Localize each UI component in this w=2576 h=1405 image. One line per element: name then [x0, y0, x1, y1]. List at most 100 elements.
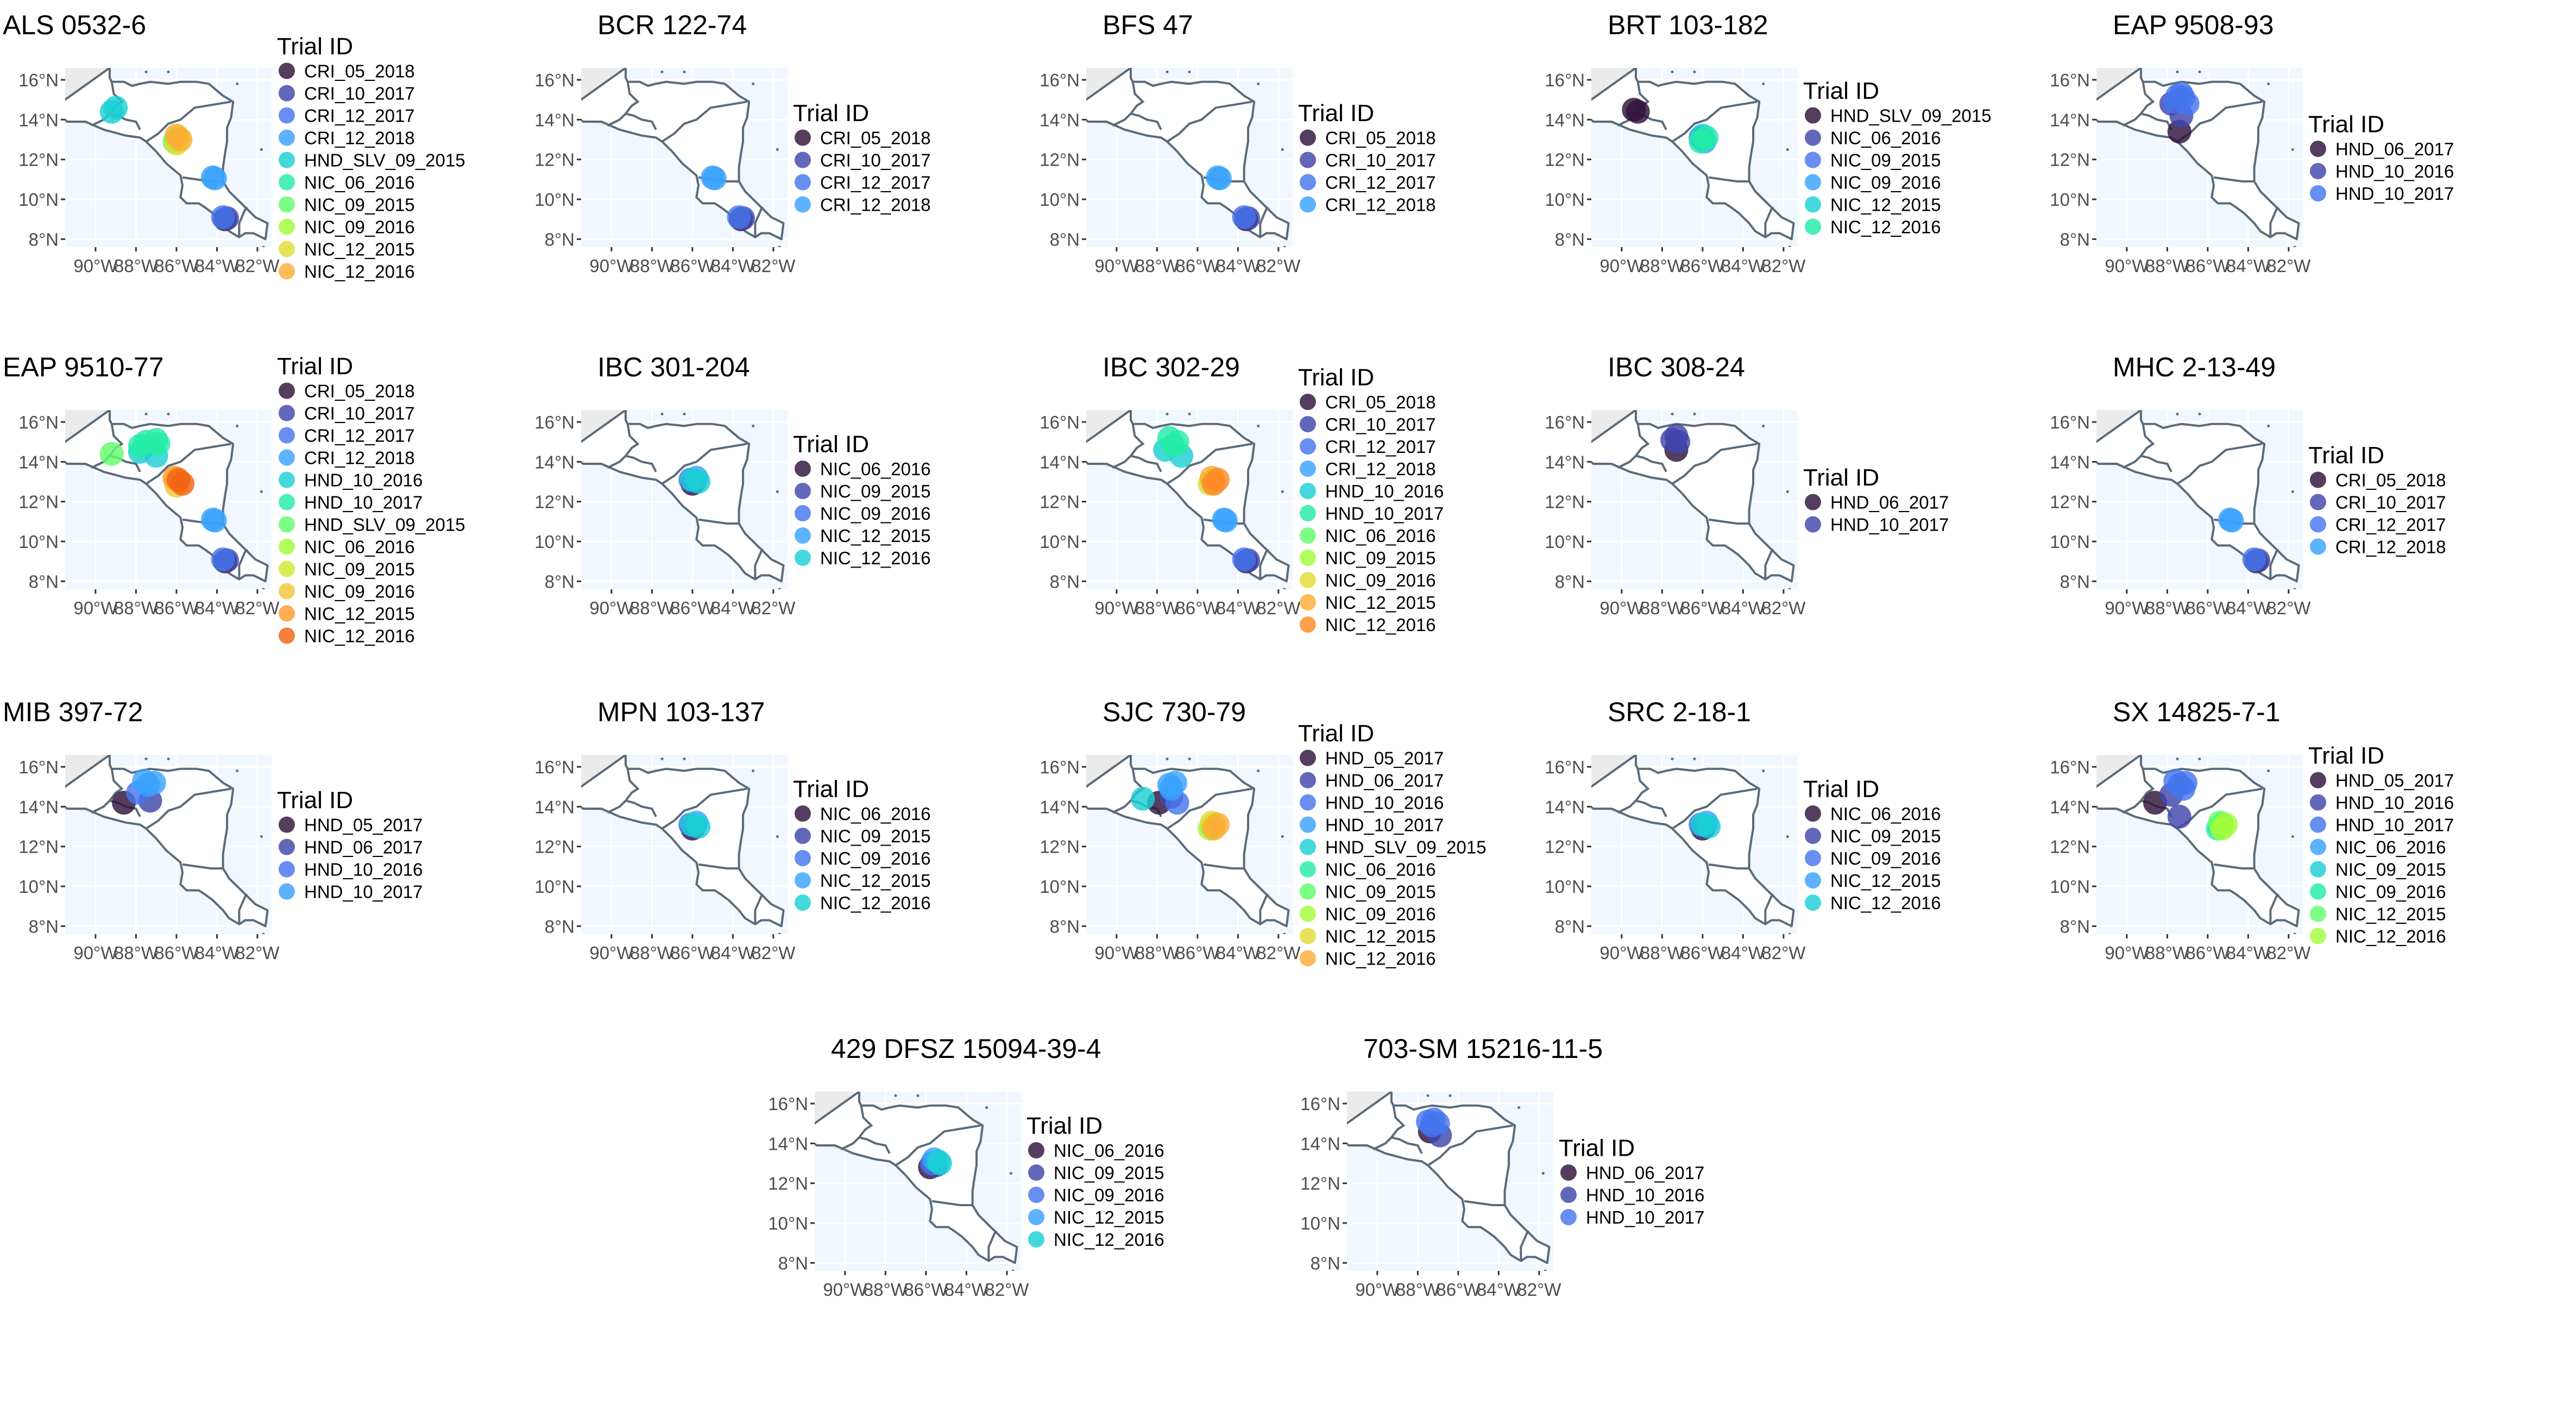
- legend-title: Trial ID: [1298, 720, 1374, 747]
- legend-key: [279, 405, 295, 421]
- land-outline: [1591, 755, 1795, 928]
- country-border: [661, 443, 747, 485]
- legend-title: Trial ID: [1298, 364, 1374, 391]
- legend-label: NIC_06_2016: [820, 459, 931, 479]
- x-tick-label: 82°W: [2266, 943, 2311, 963]
- island: [144, 70, 148, 73]
- x-tick-label: 90°W: [2105, 256, 2149, 276]
- x-tick-label: 86°W: [1175, 256, 1220, 276]
- legend-key: [795, 894, 811, 911]
- x-tick-label: 84°W: [711, 943, 755, 963]
- country-border: [625, 81, 640, 115]
- land-outline: [2096, 410, 2300, 583]
- legend-key: [2310, 538, 2326, 555]
- y-tick-label: 16°N: [534, 70, 575, 90]
- data-point: [1206, 812, 1230, 837]
- y-tick-label: 16°N: [2050, 70, 2090, 90]
- data-point: [1159, 777, 1183, 801]
- country-border: [2269, 206, 2279, 237]
- legend-title: Trial ID: [793, 431, 869, 458]
- x-tick-label: 90°W: [73, 943, 118, 963]
- data-point: [1131, 786, 1155, 811]
- legend-title: Trial ID: [2308, 111, 2384, 138]
- legend-key: [1028, 1209, 1044, 1225]
- legend-label: NIC_12_2016: [1054, 1230, 1164, 1250]
- legend-key: [795, 828, 811, 844]
- x-tick-label: 84°W: [1721, 598, 1766, 618]
- map-panel: IBC 308-24 16°N 14°N 12°N 10°N 8°N 90°W88°W86°…: [1545, 352, 1949, 618]
- island: [2293, 245, 2296, 247]
- legend-key: [1300, 196, 1316, 213]
- island: [167, 412, 170, 415]
- legend-key: [279, 427, 295, 444]
- x-tick-label: 84°W: [711, 256, 755, 276]
- data-point: [686, 470, 711, 494]
- legend-label: NIC_12_2016: [1830, 217, 1941, 237]
- y-tick-label: 16°N: [1545, 70, 1585, 90]
- land-outline: [581, 755, 785, 928]
- x-tick-label: 88°W: [630, 943, 675, 963]
- legend-title: Trial ID: [1298, 100, 1374, 127]
- legend-label: NIC_06_2016: [1830, 128, 1941, 148]
- legend-label: NIC_12_2015: [820, 526, 931, 546]
- island: [1188, 412, 1191, 415]
- island: [1281, 835, 1284, 838]
- y-tick-label: 16°N: [2050, 757, 2090, 777]
- legend-key: [1805, 872, 1821, 889]
- island: [1762, 82, 1765, 85]
- legend-label: NIC_06_2016: [304, 537, 415, 557]
- legend-label: HND_06_2017: [1325, 771, 1444, 791]
- y-tick-label: 12°N: [1040, 150, 1080, 170]
- legend-label: NIC_09_2015: [1830, 826, 1941, 846]
- legend-key: [279, 538, 295, 555]
- legend-label: HND_10_2016: [2335, 161, 2454, 181]
- legend-key: [1300, 594, 1316, 610]
- legend-label: NIC_12_2016: [304, 626, 415, 646]
- legend-label: NIC_12_2015: [1830, 195, 1941, 215]
- data-point: [1232, 547, 1256, 571]
- x-tick-label: 84°W: [2226, 943, 2271, 963]
- data-point: [203, 166, 227, 191]
- country-border: [1635, 768, 1650, 802]
- legend-title: Trial ID: [2308, 742, 2384, 769]
- island: [1788, 588, 1791, 589]
- x-tick-label: 90°W: [1599, 598, 1644, 618]
- island: [776, 490, 779, 493]
- country-border: [1166, 100, 1252, 143]
- country-border: [840, 1136, 891, 1154]
- legend-key: [279, 107, 295, 124]
- x-tick-label: 84°W: [1216, 943, 1261, 963]
- y-tick-label: 12°N: [1545, 150, 1585, 170]
- island: [1166, 757, 1169, 760]
- island: [262, 933, 265, 934]
- y-tick-label: 10°N: [1545, 532, 1585, 552]
- y-tick-label: 8°N: [545, 916, 575, 936]
- x-tick-label: 86°W: [904, 1280, 948, 1300]
- island: [1671, 757, 1674, 760]
- legend-key: [1300, 572, 1316, 588]
- island: [1283, 588, 1286, 589]
- island: [683, 757, 686, 760]
- island: [144, 412, 148, 415]
- y-tick-label: 8°N: [1050, 229, 1080, 249]
- panel-title: MIB 397-72: [3, 697, 143, 727]
- country-border: [625, 424, 640, 457]
- legend-label: HND_SLV_09_2015: [304, 150, 465, 171]
- panel-title: 703-SM 15216-11-5: [1363, 1034, 1603, 1064]
- country-border: [238, 206, 248, 237]
- island: [778, 245, 781, 247]
- x-tick-label: 90°W: [589, 943, 634, 963]
- legend-label: NIC_12_2015: [1830, 871, 1941, 891]
- legend-label: NIC_09_2015: [1054, 1163, 1164, 1183]
- legend-key: [795, 527, 811, 544]
- legend-label: NIC_06_2016: [1830, 804, 1941, 824]
- legend-label: HND_06_2017: [2335, 139, 2454, 159]
- island: [683, 70, 686, 73]
- legend-key: [279, 85, 295, 102]
- x-tick-label: 82°W: [985, 1280, 1029, 1300]
- legend-label: CRI_05_2018: [304, 381, 415, 401]
- panel-title: IBC 302-29: [1103, 352, 1240, 382]
- map-panel: IBC 301-204 16°N 14°N 12°N 10°N 8°N 90°W88°W86…: [534, 352, 930, 618]
- data-point: [1697, 815, 1721, 839]
- legend-label: CRI_12_2017: [820, 173, 931, 193]
